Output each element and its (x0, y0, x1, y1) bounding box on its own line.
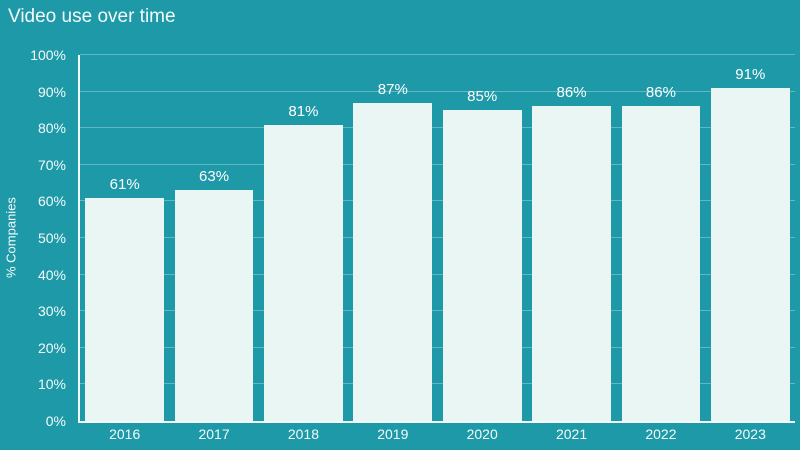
bar-value-label: 91% (735, 65, 766, 83)
y-tick-label: 70% (37, 156, 66, 173)
gridline (80, 346, 795, 348)
plot-area: 61% 63% 81% 87% 85% 86% 86% 91% (78, 54, 795, 423)
y-tick-label: 40% (37, 266, 66, 283)
bar-slot: 87% (348, 55, 437, 421)
x-axis-label: 2023 (734, 426, 766, 442)
bar-2021 (532, 106, 611, 421)
bar-slot: 86% (527, 55, 616, 421)
bar-value-label: 87% (377, 80, 408, 98)
x-axis-label: 2020 (466, 426, 498, 442)
bar-slot: 85% (438, 55, 527, 421)
y-tick-label: 0% (45, 413, 66, 429)
bar-slot: 86% (616, 55, 705, 421)
bar-2022 (621, 106, 701, 421)
x-axis-labels: 2016 2017 2018 2019 2020 2021 2022 2023 (80, 426, 795, 442)
bar-slot: 81% (259, 55, 348, 421)
bar-2016 (85, 197, 164, 421)
y-tick-label: 10% (37, 376, 66, 393)
gridline (80, 310, 795, 312)
bar-2018 (264, 124, 343, 421)
x-axis-label: 2018 (287, 426, 320, 442)
x-axis-label: 2021 (555, 426, 588, 442)
bar-value-label: 63% (199, 168, 230, 186)
y-axis-ticks: 0% 10% 20% 30% 40% 50% 60% 70% 80% 90% 100% (0, 47, 72, 429)
y-tick-label: 80% (37, 120, 66, 137)
bar-slot: 63% (169, 55, 258, 421)
bar-2023 (710, 87, 790, 421)
gridline (80, 127, 795, 129)
y-tick-label: 60% (37, 193, 66, 210)
bar-value-label: 86% (645, 84, 676, 102)
gridline (80, 273, 795, 275)
bar-value-label: 86% (556, 84, 587, 102)
bar-slot: 91% (706, 55, 795, 421)
y-tick-label: 50% (37, 230, 66, 246)
bar-slot: 61% (80, 55, 169, 421)
x-axis-label: 2019 (377, 426, 409, 442)
gridline (80, 383, 795, 385)
bar-value-label: 81% (288, 102, 319, 120)
x-axis-label: 2022 (645, 426, 677, 442)
gridline (80, 200, 795, 202)
gridline (80, 54, 795, 55)
y-tick-label: 90% (37, 83, 66, 100)
bar-value-label: 61% (109, 175, 140, 193)
y-tick-label: 30% (37, 303, 66, 320)
bar-2020 (442, 109, 522, 421)
x-axis-label: 2017 (198, 426, 230, 442)
gridline (80, 90, 795, 92)
bar-2017 (174, 190, 254, 421)
gridline (80, 237, 795, 238)
x-axis-label: 2016 (109, 426, 141, 442)
y-tick-label: 100% (30, 47, 66, 63)
gridline (80, 163, 795, 165)
y-tick-label: 20% (37, 339, 66, 356)
bar-2019 (353, 102, 433, 421)
bar-value-label: 85% (467, 87, 498, 105)
bars: 61% 63% 81% 87% 85% 86% 86% 91% (80, 55, 795, 421)
chart-title: Video use over time (8, 6, 176, 27)
